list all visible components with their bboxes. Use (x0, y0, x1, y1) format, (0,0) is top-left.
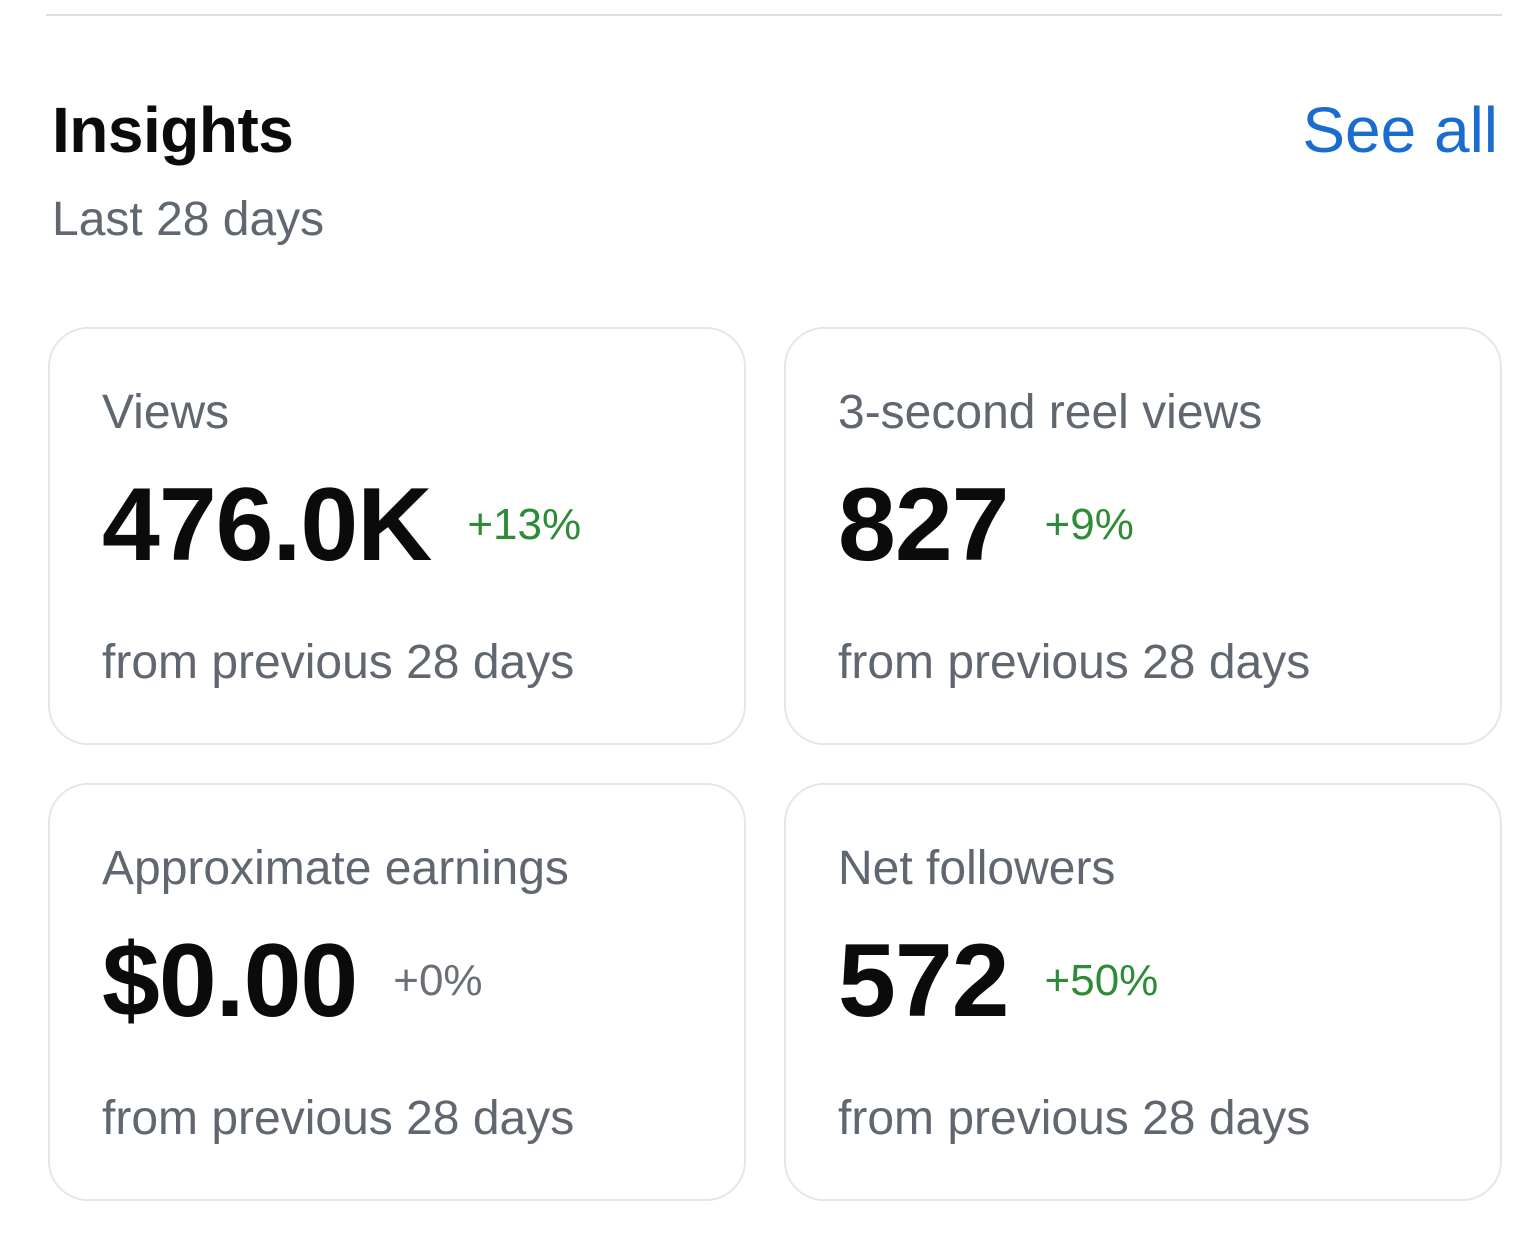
card-value-row: 572 +50% (838, 925, 1158, 1037)
card-footnote: from previous 28 days (838, 1092, 1311, 1145)
insight-card-net-followers[interactable]: Net followers 572 +50% from previous 28 … (784, 783, 1502, 1201)
card-change-badge: +0% (393, 956, 483, 1005)
card-footnote: from previous 28 days (838, 636, 1311, 689)
card-label: 3-second reel views (838, 386, 1263, 439)
card-value-row: 476.0K +13% (102, 469, 581, 581)
card-value: 572 (838, 923, 1010, 1039)
insights-header: Insights Last 28 days See all (52, 88, 1498, 258)
section-title: Insights (52, 94, 294, 166)
card-change-badge: +9% (1044, 500, 1134, 549)
card-value: 827 (838, 467, 1010, 583)
card-change-badge: +50% (1044, 956, 1159, 1005)
card-value-row: 827 +9% (838, 469, 1134, 581)
card-label: Net followers (838, 842, 1116, 895)
see-all-link[interactable]: See all (1302, 94, 1498, 166)
card-label: Approximate earnings (102, 842, 569, 895)
card-footnote: from previous 28 days (102, 636, 575, 689)
insights-grid: Views 476.0K +13% from previous 28 days … (48, 327, 1502, 1203)
top-divider (46, 14, 1502, 16)
insight-card-views[interactable]: Views 476.0K +13% from previous 28 days (48, 327, 746, 745)
card-footnote: from previous 28 days (102, 1092, 575, 1145)
card-value: $0.00 (102, 923, 358, 1039)
date-range-subtitle: Last 28 days (52, 193, 325, 246)
insight-card-reel-views[interactable]: 3-second reel views 827 +9% from previou… (784, 327, 1502, 745)
insight-card-earnings[interactable]: Approximate earnings $0.00 +0% from prev… (48, 783, 746, 1201)
card-value-row: $0.00 +0% (102, 925, 483, 1037)
card-change-badge: +13% (467, 500, 582, 549)
card-label: Views (102, 386, 230, 439)
card-value: 476.0K (102, 467, 432, 583)
